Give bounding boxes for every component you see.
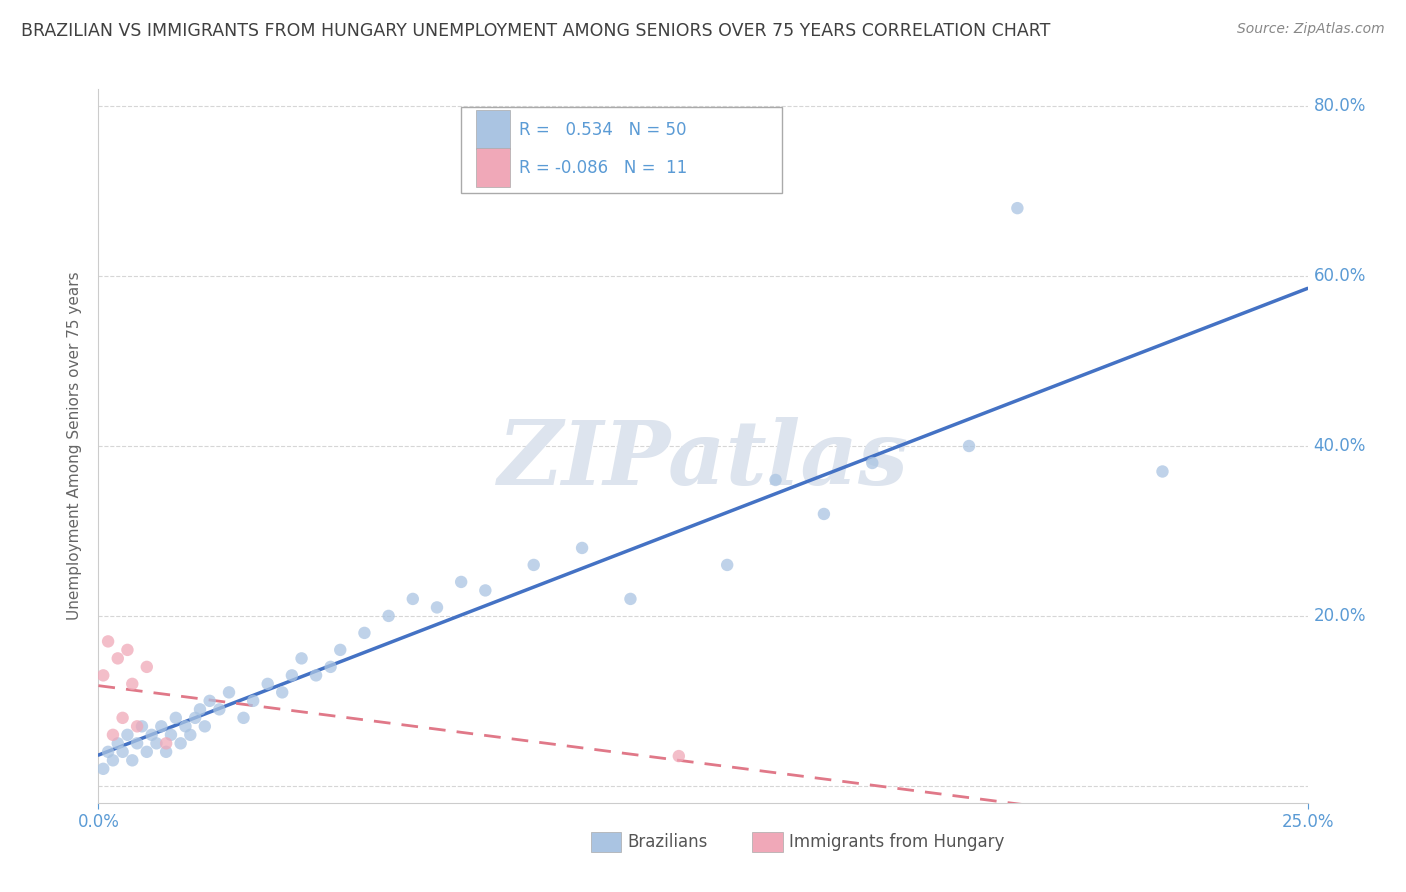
- Text: Brazilians: Brazilians: [627, 833, 707, 851]
- Point: [107, 651, 129, 665]
- Point: [188, 702, 211, 716]
- Point: [198, 694, 221, 708]
- Point: [281, 668, 304, 682]
- Point: [860, 456, 883, 470]
- Point: [121, 753, 143, 767]
- Point: [155, 736, 177, 750]
- Point: [523, 558, 546, 572]
- Point: [957, 439, 980, 453]
- Point: [169, 736, 191, 750]
- Text: Immigrants from Hungary: Immigrants from Hungary: [789, 833, 1004, 851]
- Point: [813, 507, 835, 521]
- Y-axis label: Unemployment Among Seniors over 75 years: Unemployment Among Seniors over 75 years: [67, 272, 83, 620]
- Point: [174, 719, 197, 733]
- Point: [668, 749, 690, 764]
- Text: 60.0%: 60.0%: [1313, 267, 1367, 285]
- Text: R =   0.534   N = 50: R = 0.534 N = 50: [519, 121, 686, 139]
- Point: [242, 694, 264, 708]
- Text: 20.0%: 20.0%: [1313, 607, 1367, 625]
- Point: [91, 762, 114, 776]
- Point: [474, 583, 496, 598]
- Point: [402, 591, 425, 606]
- Point: [377, 608, 399, 623]
- Point: [271, 685, 294, 699]
- Point: [155, 745, 177, 759]
- Point: [97, 745, 120, 759]
- Point: [135, 660, 157, 674]
- Point: [426, 600, 449, 615]
- Text: ZIPatlas: ZIPatlas: [498, 417, 908, 503]
- Point: [160, 728, 183, 742]
- Point: [305, 668, 328, 682]
- Point: [765, 473, 787, 487]
- Point: [150, 719, 173, 733]
- Point: [232, 711, 254, 725]
- Point: [716, 558, 738, 572]
- Point: [135, 745, 157, 759]
- Point: [91, 668, 114, 682]
- FancyBboxPatch shape: [475, 148, 509, 187]
- Point: [218, 685, 240, 699]
- Point: [619, 591, 641, 606]
- Point: [165, 711, 187, 725]
- Point: [208, 702, 231, 716]
- Point: [1007, 201, 1029, 215]
- Point: [319, 660, 342, 674]
- Point: [117, 643, 139, 657]
- Point: [194, 719, 217, 733]
- Point: [121, 677, 143, 691]
- Text: R = -0.086   N =  11: R = -0.086 N = 11: [519, 159, 688, 177]
- Point: [1152, 465, 1174, 479]
- Text: 80.0%: 80.0%: [1313, 97, 1367, 115]
- Point: [145, 736, 167, 750]
- Point: [117, 728, 139, 742]
- Point: [97, 634, 120, 648]
- Point: [111, 745, 134, 759]
- Point: [256, 677, 278, 691]
- Point: [184, 711, 207, 725]
- Point: [450, 574, 472, 589]
- Text: BRAZILIAN VS IMMIGRANTS FROM HUNGARY UNEMPLOYMENT AMONG SENIORS OVER 75 YEARS CO: BRAZILIAN VS IMMIGRANTS FROM HUNGARY UNE…: [21, 22, 1050, 40]
- FancyBboxPatch shape: [461, 107, 782, 193]
- Point: [131, 719, 153, 733]
- Point: [127, 736, 149, 750]
- Text: 40.0%: 40.0%: [1313, 437, 1367, 455]
- Point: [353, 626, 375, 640]
- Point: [571, 541, 593, 555]
- FancyBboxPatch shape: [475, 111, 509, 150]
- Point: [290, 651, 312, 665]
- Text: Source: ZipAtlas.com: Source: ZipAtlas.com: [1237, 22, 1385, 37]
- Point: [101, 753, 124, 767]
- Point: [179, 728, 201, 742]
- Point: [127, 719, 149, 733]
- Point: [107, 736, 129, 750]
- Point: [329, 643, 352, 657]
- Point: [141, 728, 163, 742]
- Point: [111, 711, 134, 725]
- Point: [101, 728, 124, 742]
